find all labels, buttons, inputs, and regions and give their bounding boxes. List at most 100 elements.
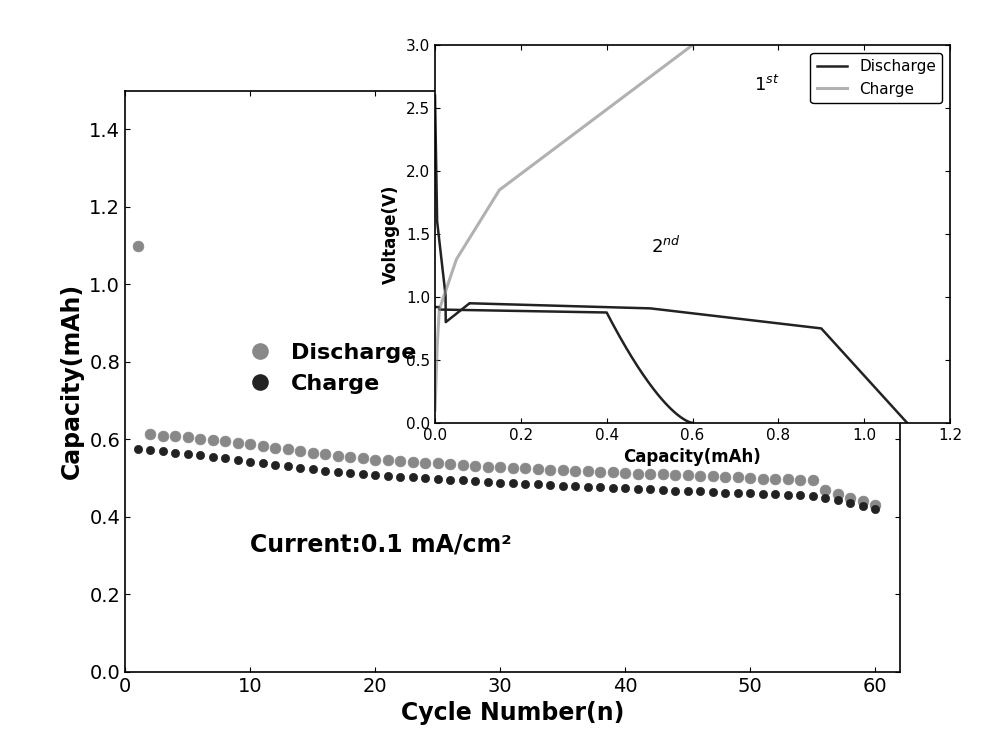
Point [292,445,308,457]
Point [480,461,496,473]
Point [680,470,696,482]
Point [380,455,396,467]
Point [342,451,358,464]
X-axis label: Cycle Number(n): Cycle Number(n) [401,701,624,726]
Point [617,482,633,495]
Legend: Discharge, Charge: Discharge, Charge [229,334,426,403]
X-axis label: Capacity(mAh): Capacity(mAh) [624,448,761,467]
Point [604,482,620,494]
Point [167,446,183,458]
Point [404,456,421,468]
Y-axis label: Capacity(mAh): Capacity(mAh) [60,283,84,479]
Point [167,430,183,442]
Point [842,497,858,509]
Text: $2^{nd}$: $2^{nd}$ [651,236,681,257]
Point [580,465,596,477]
Point [817,484,833,496]
Point [567,480,583,492]
Point [230,436,246,448]
Point [217,452,233,464]
Point [580,481,596,493]
Point [804,490,820,502]
Point [630,483,646,495]
Point [504,461,520,473]
Point [267,458,283,470]
Point [504,477,520,489]
Point [792,489,808,501]
Point [654,468,670,480]
Point [817,492,833,504]
Point [642,483,658,495]
Point [542,479,558,492]
Point [354,468,370,480]
Point [854,495,870,507]
Point [692,485,708,498]
Point [292,461,308,473]
Point [530,479,546,491]
Point [730,471,746,483]
Point [367,469,383,481]
Point [330,466,346,478]
Point [192,449,208,461]
Point [442,473,458,485]
Point [330,450,346,462]
Point [430,473,446,485]
Point [554,464,570,476]
Point [417,457,433,469]
Point [867,503,883,515]
Point [267,442,283,454]
Point [154,430,170,442]
Point [142,428,158,440]
Point [780,473,796,485]
Legend: Discharge, Charge: Discharge, Charge [810,53,942,103]
Point [767,488,783,501]
Point [230,454,246,466]
Point [454,474,471,486]
Point [717,471,733,483]
Point [830,488,846,500]
Point [667,469,683,481]
Point [154,445,170,458]
Point [542,464,558,476]
Point [567,465,583,477]
Point [517,462,533,475]
Point [767,473,783,485]
Point [792,474,808,486]
Point [280,443,296,455]
Point [667,485,683,497]
Point [704,470,720,482]
Point [780,488,796,501]
Point [142,444,158,456]
Point [517,478,533,490]
Point [492,461,508,473]
Point [642,468,658,480]
Point [554,479,570,492]
Point [417,472,433,484]
Point [467,460,483,472]
Point [692,470,708,482]
Point [867,499,883,511]
Point [755,473,771,485]
Point [592,481,608,493]
Point [317,465,333,477]
Point [492,476,508,488]
Point [392,470,408,482]
Point [280,460,296,472]
Point [704,485,720,498]
Point [342,467,358,479]
Point [742,487,758,499]
Point [742,472,758,484]
Point [242,455,258,467]
Point [442,458,458,470]
Point [454,459,471,471]
Point [204,434,220,446]
Point [630,467,646,479]
Y-axis label: Voltage(V): Voltage(V) [382,184,400,284]
Text: $1^{st}$: $1^{st}$ [754,75,780,94]
Point [130,239,146,251]
Point [242,438,258,450]
Point [430,458,446,470]
Point [192,433,208,445]
Point [217,436,233,448]
Point [380,470,396,482]
